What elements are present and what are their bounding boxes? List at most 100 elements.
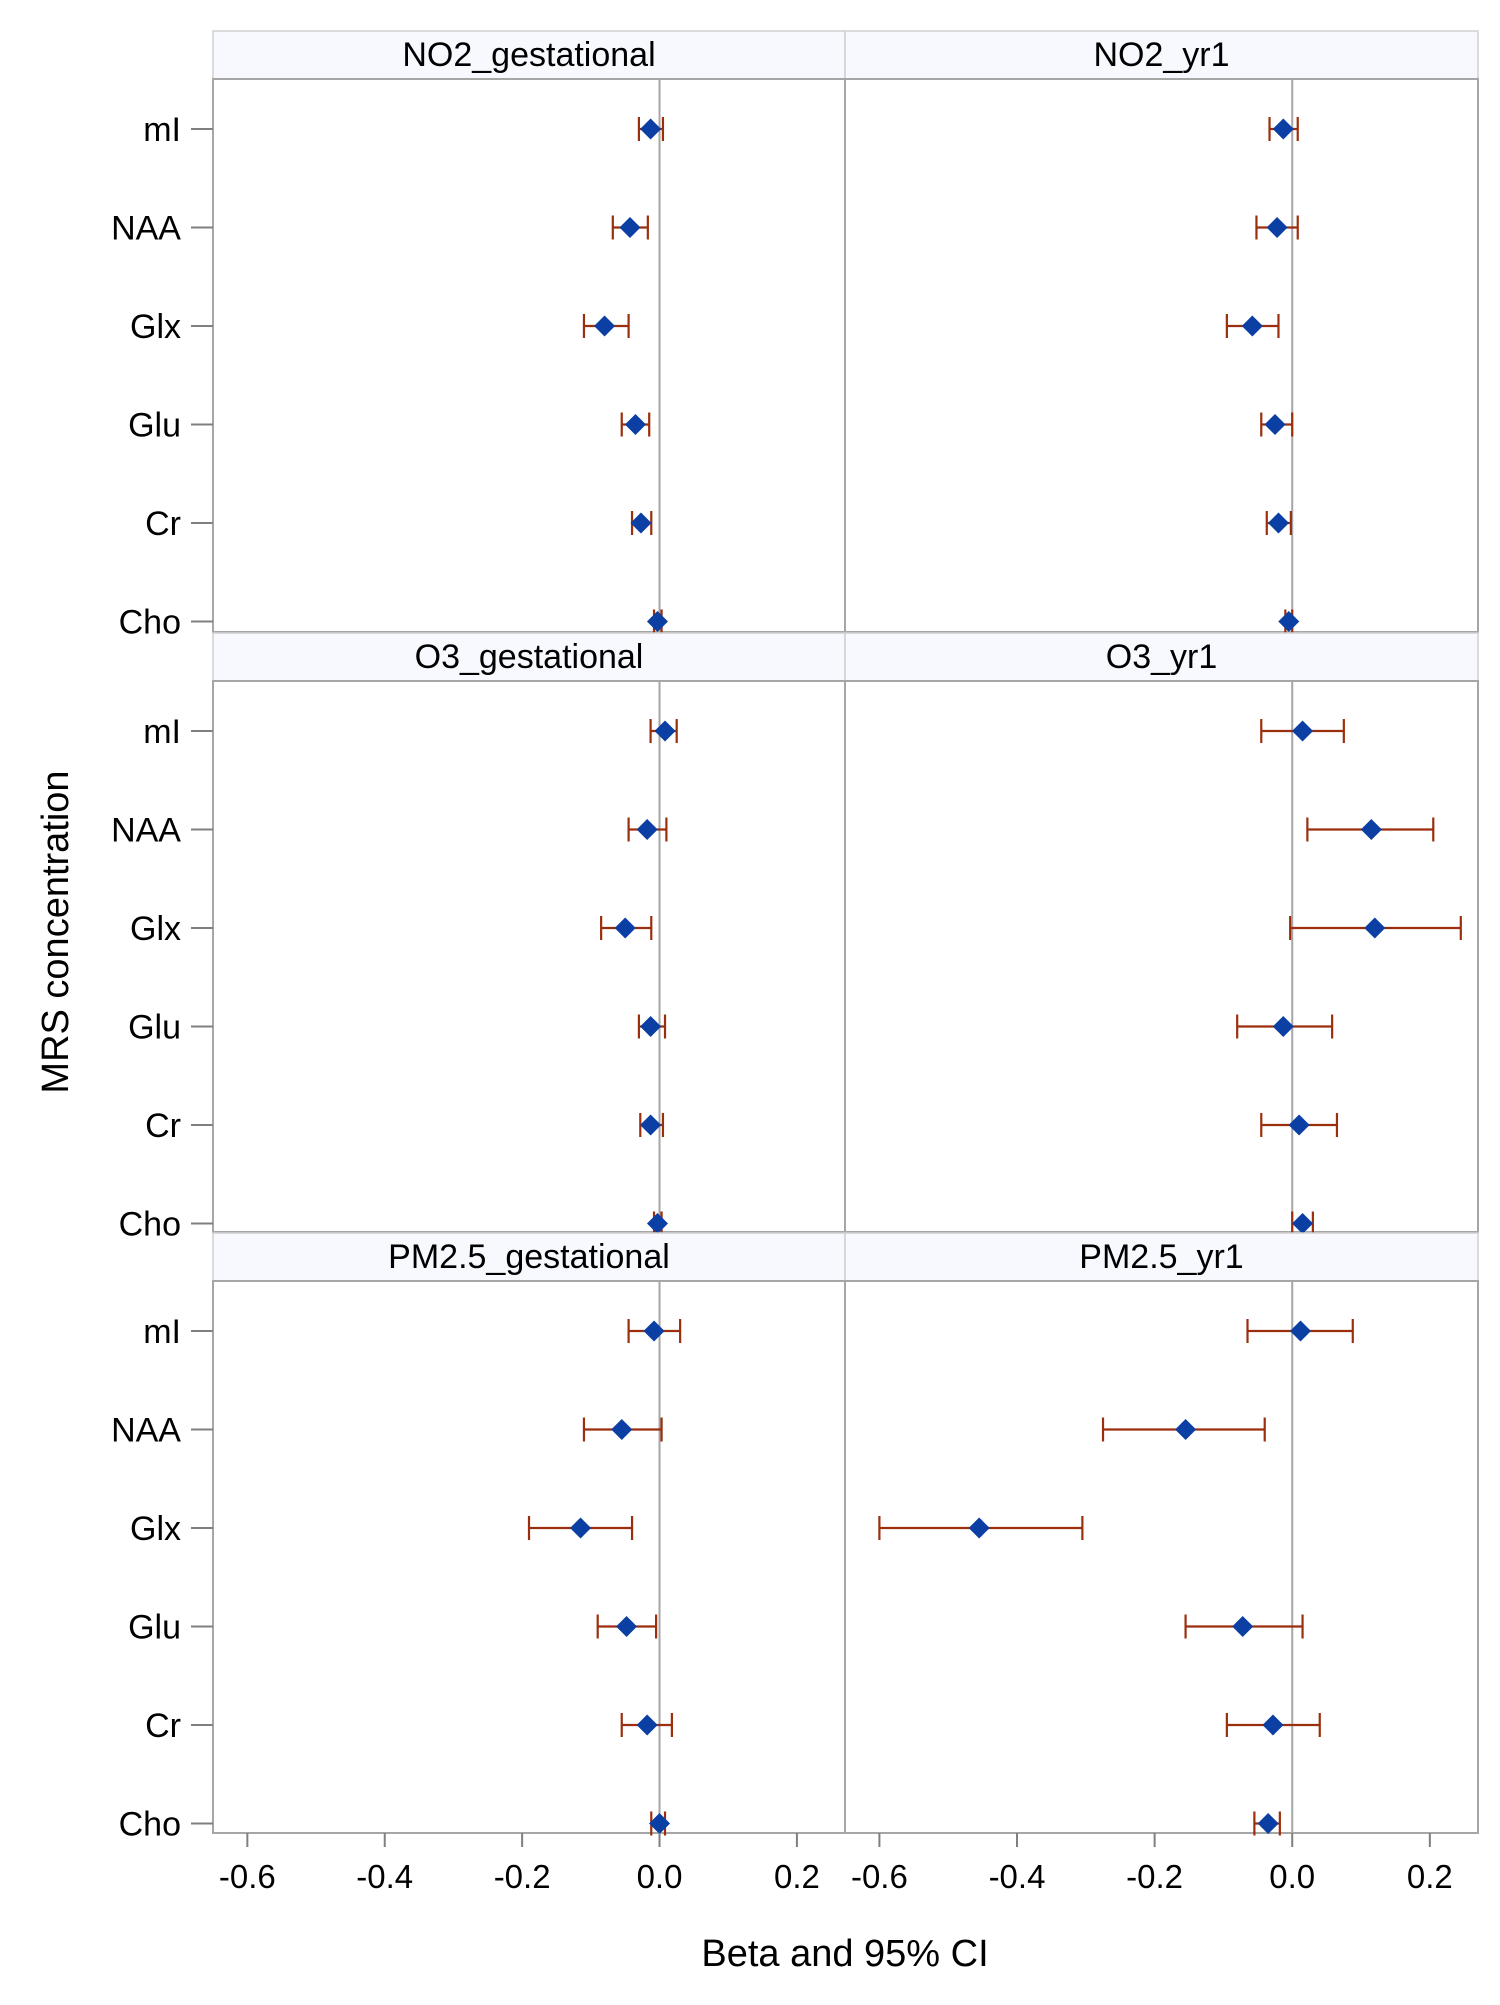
estimate-point: [1292, 1213, 1314, 1234]
y-tick-label: Glu: [128, 1609, 181, 1647]
estimate-point: [1241, 315, 1263, 337]
y-tick-label: Cho: [119, 1206, 181, 1244]
panel-frame: [844, 680, 1479, 1233]
estimate-mi: [1246, 1319, 1354, 1343]
estimate-point: [1267, 512, 1289, 534]
estimate-glu: [1184, 1614, 1304, 1639]
panel-strip: [844, 1232, 1479, 1282]
x-tick-label: 0.0: [1269, 1858, 1315, 1895]
panel-title: NO2_yr1: [1093, 36, 1229, 74]
estimate-mi: [627, 1319, 682, 1343]
y-tick-label: mI: [143, 713, 181, 751]
estimate-glu: [620, 412, 651, 437]
y-tick-label: NAA: [111, 210, 181, 248]
estimate-point: [594, 315, 616, 337]
estimate-point: [654, 720, 676, 742]
y-tick-label: mI: [143, 1313, 181, 1351]
panel-title: O3_gestational: [415, 638, 644, 676]
x-tick-label: 0.0: [637, 1858, 683, 1895]
y-tick-label: Glx: [130, 308, 181, 346]
y-tick-label: NAA: [111, 1412, 181, 1450]
panel-strip: [212, 30, 846, 80]
panel-title: PM2.5_gestational: [388, 1238, 670, 1276]
estimate-cr: [1225, 1713, 1321, 1737]
estimate-point: [640, 1016, 662, 1037]
estimate-point: [968, 1517, 990, 1539]
estimate-point: [646, 611, 668, 632]
y-tick-label: NAA: [111, 812, 181, 850]
estimate-point: [1292, 720, 1314, 742]
panel-no2-gestational: NO2_gestational mI NAA Glx Glu Cr Cho: [111, 30, 846, 642]
x-tick-label: 0.2: [1407, 1858, 1453, 1895]
x-tick-label: -0.6: [851, 1858, 908, 1895]
estimate-point: [1264, 414, 1286, 435]
estimate-glx: [1225, 314, 1280, 338]
estimate-cr: [620, 1713, 673, 1737]
x-tick-label: -0.4: [356, 1858, 413, 1895]
estimate-point: [1278, 611, 1300, 632]
y-tick-label: Cr: [145, 505, 181, 543]
x-axis-label: Beta and 95% CI: [701, 1933, 988, 1975]
estimate-point: [646, 1213, 668, 1234]
estimate-cho: [646, 609, 668, 634]
panel-frame: [844, 78, 1479, 633]
estimate-glu: [1260, 412, 1294, 437]
panel-strip: [844, 632, 1479, 682]
estimate-mi: [649, 719, 678, 743]
panel-frame: [212, 78, 846, 633]
y-axis-label: MRS concentration: [35, 770, 77, 1093]
estimate-mi: [1260, 719, 1345, 743]
estimate-point: [649, 1813, 671, 1834]
panel-strip: [844, 30, 1479, 80]
panel-strip: [212, 1232, 846, 1282]
panel-frame: [212, 680, 846, 1233]
estimate-naa: [611, 215, 649, 240]
estimate-naa: [627, 817, 668, 842]
estimate-point: [1257, 1813, 1279, 1834]
estimate-cr: [639, 1113, 665, 1137]
estimate-cho: [649, 1811, 671, 1836]
estimate-point: [1360, 819, 1382, 840]
estimate-point: [1364, 917, 1386, 939]
estimate-point: [636, 819, 658, 840]
panel-pm2-5-gestational: PM2.5_gestational mI NAA Glx Glu Cr Cho -0.6 -0.…: [111, 1232, 846, 1895]
panel-o3-gestational: O3_gestational mI NAA Glx Glu Cr Cho: [111, 632, 846, 1244]
y-tick-label: Glx: [130, 910, 181, 948]
estimate-cr: [630, 511, 653, 535]
estimate-point: [1288, 1114, 1310, 1136]
estimate-glu: [1236, 1014, 1334, 1039]
estimate-point: [1175, 1419, 1197, 1440]
estimate-point: [1272, 118, 1294, 140]
estimate-point: [1289, 1320, 1311, 1342]
estimate-point: [619, 217, 641, 238]
estimate-glx: [1289, 916, 1462, 940]
y-tick-label: Cho: [119, 604, 181, 642]
x-tick-label: -0.2: [1126, 1858, 1183, 1895]
estimate-point: [630, 512, 652, 534]
panel-frame: [212, 1280, 846, 1834]
estimate-point: [570, 1517, 592, 1539]
y-tick-label: Cr: [145, 1707, 181, 1745]
estimate-point: [1272, 1016, 1294, 1037]
estimate-point: [614, 917, 636, 939]
panel-title: NO2_gestational: [402, 36, 655, 74]
panel-o3-yr1: O3_yr1: [844, 632, 1479, 1236]
estimate-naa: [582, 1417, 663, 1442]
estimate-point: [1266, 217, 1288, 238]
estimate-point: [616, 1616, 638, 1637]
estimate-glu: [637, 1014, 667, 1039]
x-tick-label: -0.4: [989, 1858, 1046, 1895]
y-tick-label: Glx: [130, 1510, 181, 1548]
estimate-point: [611, 1419, 633, 1440]
estimate-point: [643, 1320, 665, 1342]
panel-no2-yr1: NO2_yr1: [844, 30, 1479, 634]
estimate-point: [624, 414, 646, 435]
panel-frame: [844, 1280, 1479, 1834]
estimate-cho: [1291, 1211, 1314, 1236]
y-tick-label: Cho: [119, 1806, 181, 1844]
panel-title: PM2.5_yr1: [1079, 1238, 1243, 1276]
estimate-point: [640, 1114, 662, 1136]
estimate-cr: [1260, 1113, 1339, 1137]
estimate-glx: [527, 1516, 634, 1540]
